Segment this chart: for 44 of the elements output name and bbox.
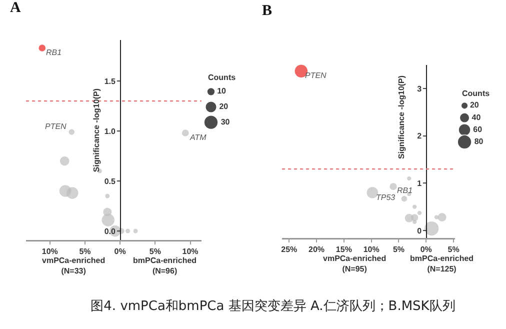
y-tick-label: 0.0	[104, 226, 116, 236]
x-tick-label: 5%	[79, 247, 91, 256]
y-tick-label: 0	[417, 226, 422, 236]
text: bmPCa-enriched (N=96)	[133, 256, 197, 276]
legend-label: 80	[474, 136, 484, 146]
x-tick-label: 25%	[281, 245, 298, 254]
y-tick-label: 0.5	[104, 176, 116, 186]
chart-title: B	[262, 3, 272, 19]
text: vmPCa-enriched (N=95)	[323, 254, 386, 274]
legend-label: 20	[219, 102, 229, 111]
y-axis-title: Significance -log10(P)	[92, 88, 102, 172]
y-tick-label: 2	[417, 132, 422, 141]
y-tick-label: 1.5	[104, 76, 116, 86]
annotation: TP53	[376, 193, 396, 202]
y-tick-label: 3	[417, 84, 422, 94]
x-tick-label: 0%	[114, 247, 126, 256]
annotation: PTEN	[305, 71, 327, 80]
legend-label: 40	[472, 112, 482, 122]
y-tick-label: 1	[417, 178, 422, 188]
x-tick-label: 5%	[448, 245, 460, 254]
legend-label: 60	[473, 124, 483, 134]
y-tick-label: 1.0	[104, 126, 116, 136]
chart-title: A	[10, 0, 21, 16]
x-tick-label: 5%	[392, 245, 404, 254]
annotation: RB1	[397, 186, 413, 195]
annotation: ATM	[189, 133, 207, 142]
legend-label: 30	[220, 117, 230, 126]
annotation: RB1	[46, 48, 62, 57]
x-tick-label: 10%	[182, 247, 198, 256]
text: vmPCa-enriched (N=33)	[42, 256, 106, 276]
annotation: PTEN	[45, 122, 67, 131]
y-axis-title: Significance -log10(P)	[397, 75, 406, 160]
text: bmPCa-enriched (N=125)	[410, 254, 474, 274]
x-tick-label: 0%	[420, 245, 432, 254]
legend-title: Counts	[462, 89, 490, 98]
x-tick-label: 20%	[308, 245, 325, 254]
legend-title: Counts	[208, 73, 236, 82]
x-tick-label: 10%	[363, 245, 380, 254]
legend-label: 20	[470, 100, 480, 110]
legend-label: 10	[217, 86, 227, 96]
x-tick-label: 10%	[42, 247, 58, 256]
x-tick-label: 15%	[336, 245, 352, 254]
x-tick-label: 5%	[149, 247, 161, 256]
caption: 图4. vmPCa和bmPCa 基因突变差异 A.仁济队列；B.MSK队列	[90, 298, 456, 316]
